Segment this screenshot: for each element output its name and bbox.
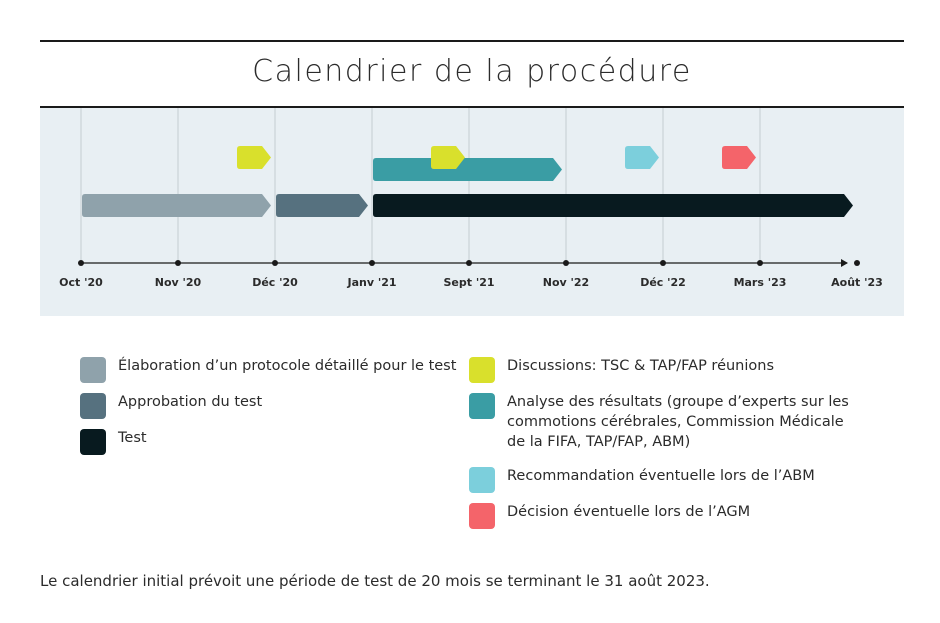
axis-tick-label: Déc '20 (252, 276, 298, 289)
milestone-marker-4 (722, 146, 756, 169)
axis-tick-label: Déc '22 (640, 276, 686, 289)
axis-tick-label: Mars '23 (734, 276, 787, 289)
axis-tick-dot (757, 260, 763, 266)
legend-item-analyse: Analyse des résultats (groupe d’experts … (469, 392, 849, 452)
legend-label: Discussions: TSC & TAP/FAP réunions (507, 358, 775, 374)
timeline-bar-2 (276, 194, 368, 217)
title-rule (40, 106, 904, 108)
legend-swatch (469, 467, 495, 493)
legend-swatch (80, 357, 106, 383)
axis-tick-label: Nov '22 (543, 276, 589, 289)
legend-swatch (469, 503, 495, 529)
timeline-bar-1 (82, 194, 271, 217)
legend-label: Recommandation éventuelle lors de l’ABM (507, 468, 815, 484)
legend-swatch (80, 393, 106, 419)
axis-tick-dot (854, 260, 860, 266)
legend-label-line: de la FIFA, TAP/FAP, ABM) (507, 434, 691, 450)
legend-swatch (469, 357, 495, 383)
footnote: Le calendrier initial prévoit une périod… (40, 572, 710, 590)
legend-label: Décision éventuelle lors de l’AGM (507, 504, 751, 520)
legend-label: Approbation du test (118, 394, 263, 410)
axis-tick-dot (175, 260, 181, 266)
axis-tick-label: Août '23 (831, 276, 883, 289)
axis-tick-dot (272, 260, 278, 266)
timeline-chart: Oct '20 Nov '20 Déc '20 Janv '21 Sept '21 Nov… (40, 108, 904, 316)
legend-label: Élaboration d’un protocole détaillé pour… (118, 358, 457, 374)
milestone-marker-2 (431, 146, 465, 169)
axis-tick-dot (563, 260, 569, 266)
legend-item-decision: Décision éventuelle lors de l’AGM (469, 502, 750, 529)
axis-tick-dot (660, 260, 666, 266)
legend-swatch (80, 429, 106, 455)
legend-swatch (469, 393, 495, 419)
axis-tick-dot (78, 260, 84, 266)
axis-tick-dot (369, 260, 375, 266)
axis-tick-label: Sept '21 (443, 276, 494, 289)
axis-tick-dot (466, 260, 472, 266)
legend-label-line: commotions cérébrales, Commission Médica… (507, 414, 844, 430)
top-rule (40, 40, 904, 42)
legend-item-discussions: Discussions: TSC & TAP/FAP réunions (469, 356, 774, 383)
page-title: Calendrier de la procédure (252, 54, 692, 89)
timeline-bar-3 (373, 194, 853, 217)
axis-arrowhead (841, 259, 848, 267)
timeline-bar-4 (373, 158, 562, 181)
legend-item-approbation: Approbation du test (80, 392, 262, 419)
legend-label: Analyse des résultats (groupe d’experts … (507, 392, 849, 452)
axis-tick-label: Oct '20 (59, 276, 103, 289)
legend-label: Test (118, 430, 147, 446)
legend-label-line: Analyse des résultats (groupe d’experts … (507, 394, 849, 410)
milestone-marker-1 (237, 146, 271, 169)
axis-tick-label: Nov '20 (155, 276, 202, 289)
milestone-marker-3 (625, 146, 659, 169)
timeline-panel: Oct '20 Nov '20 Déc '20 Janv '21 Sept '21 Nov… (40, 108, 904, 316)
legend-item-protocole: Élaboration d’un protocole détaillé pour… (80, 356, 456, 383)
legend-item-recommandation: Recommandation éventuelle lors de l’ABM (469, 466, 815, 493)
legend-item-test: Test (80, 428, 147, 455)
axis-tick-label: Janv '21 (346, 276, 396, 289)
